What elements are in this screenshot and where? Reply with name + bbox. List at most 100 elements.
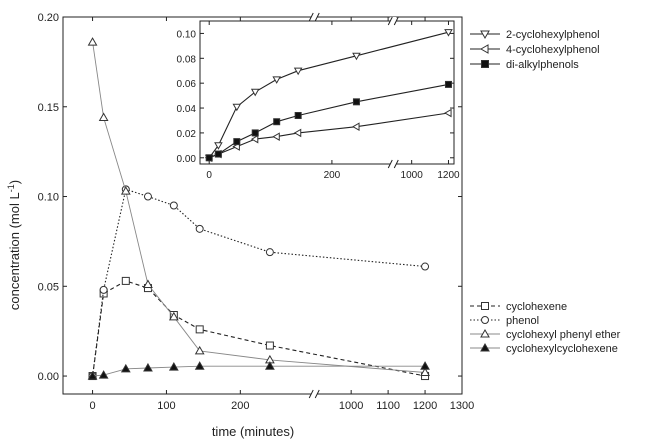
main-series-line [92, 280, 426, 377]
main-legend-swatch-marker [480, 328, 490, 338]
inset-data-point [293, 128, 302, 138]
main-data-point [120, 186, 131, 195]
main-series-2 [87, 37, 430, 376]
main-data-point [195, 224, 204, 233]
main-break-mark [308, 389, 314, 399]
main-y-tick-label: 0.00 [38, 371, 59, 383]
inset-break-mark [393, 159, 399, 169]
main-data-point [143, 192, 152, 201]
inset-data-point [214, 150, 222, 158]
inset-series-line [208, 83, 449, 159]
main-data-point [168, 311, 179, 321]
inset-data-point [250, 134, 259, 144]
y-axis-label-superscript: -1 [6, 184, 16, 192]
main-x-tick-label: 1100 [376, 400, 400, 412]
main-legend-swatch-marker [481, 302, 489, 310]
main-data-point [120, 363, 131, 373]
y-axis-label: concentration (mol L-1) [6, 180, 22, 310]
main-data-point [420, 361, 430, 370]
main-x-tick-label: 200 [231, 400, 249, 412]
main-data-point [143, 279, 153, 289]
inset-legend-label: 4-cyclohexylphenol [506, 44, 600, 56]
main-break-mark [314, 12, 320, 22]
inset-y-tick-label: 0.10 [177, 29, 197, 40]
main-data-point [265, 361, 275, 370]
main-data-point [168, 362, 179, 371]
inset-legend-swatch-marker [480, 30, 490, 40]
main-data-point [121, 276, 130, 285]
main-series-line [92, 188, 426, 377]
main-data-point [195, 325, 204, 334]
inset-legend: 2-cyclohexylphenol 4-cyclohexylphenol di-a… [470, 29, 600, 71]
inset-data-point [351, 122, 360, 132]
inset-x-tick-label: 200 [324, 170, 341, 181]
y-axis-label-close: ) [7, 180, 22, 184]
main-legend-label: phenol [506, 315, 539, 327]
main-legend: cyclohexene phenol cyclohexyl phenyl ether… [470, 301, 621, 355]
main-legend-label: cyclohexylcyclohexene [506, 343, 618, 355]
inset-data-point [273, 118, 281, 126]
inset-legend-item: 2-cyclohexylphenol [470, 29, 600, 41]
main-legend-label: cyclohexyl phenyl ether [506, 329, 621, 341]
inset-break-mark [393, 16, 399, 26]
main-legend-item: phenol [470, 315, 539, 327]
main-legend-item: cyclohexyl phenyl ether [470, 328, 621, 341]
main-legend-swatch-marker [480, 342, 490, 352]
inset-legend-item: di-alkylphenols [470, 59, 579, 71]
inset-series-line [208, 112, 449, 159]
inset-data-point [293, 67, 303, 76]
inset-legend-label: di-alkylphenols [506, 59, 579, 71]
inset-data-point [214, 142, 223, 150]
main-x-tick-label: 1300 [450, 400, 474, 412]
inset-data-point [294, 112, 302, 120]
main-data-point [99, 285, 108, 294]
main-data-point [98, 112, 109, 122]
inset-frame [199, 20, 455, 165]
main-legend-item: cyclohexylcyclohexene [470, 342, 618, 355]
inset-break-mark [387, 16, 393, 26]
main-data-point [194, 345, 205, 355]
inset-legend-label: 2-cyclohexylphenol [506, 29, 600, 41]
inset-break-gap-bottom [390, 160, 397, 168]
main-x-tick-label: 1000 [339, 400, 363, 412]
main-x-tick-label: 0 [89, 400, 95, 412]
main-data-point [87, 37, 98, 46]
inset-data-point [205, 154, 213, 162]
inset-series-0 [204, 29, 453, 163]
main-data-point [143, 362, 153, 372]
inset-series-2 [205, 80, 452, 162]
inset-data-point [352, 52, 361, 61]
main-y-tick-label: 0.05 [38, 281, 59, 293]
inset-series-1 [204, 108, 452, 163]
main-y-tick-label: 0.20 [38, 12, 59, 24]
main-break-gap-bottom [311, 390, 318, 398]
main-series-0 [88, 276, 430, 381]
inset-legend-swatch-marker [481, 60, 489, 68]
inset-data-point [444, 80, 452, 88]
x-axis-label: time (minutes) [212, 424, 294, 439]
main-data-point [169, 201, 178, 210]
inset-y-tick-label: 0.04 [177, 104, 197, 115]
inset-y-tick-label: 0.00 [177, 154, 197, 165]
inset-legend-item: 4-cyclohexylphenol [470, 44, 600, 56]
main-data-point [98, 370, 109, 379]
main-data-point [194, 361, 205, 370]
main-x-tick-label: 100 [157, 400, 175, 412]
inset-data-point [251, 129, 259, 137]
inset-break-mark [387, 159, 393, 169]
inset-data-point [272, 76, 282, 84]
main-y-tick-label: 0.10 [38, 192, 59, 204]
main-series-line [92, 365, 426, 377]
inset-x-tick-label: 1000 [401, 170, 424, 181]
inset-data-point [232, 103, 242, 112]
inset-x-tick-label: 0 [206, 170, 212, 181]
main-data-point [265, 341, 274, 350]
inset-data-point [272, 132, 280, 141]
main-legend-label: cyclohexene [506, 301, 567, 313]
main-frame [62, 16, 463, 395]
inset-plot: 0.00 0.02 0.04 0.06 0.08 0.10 0 200 1000 1200 [177, 16, 460, 181]
inset-data-point [233, 138, 241, 146]
inset-legend-swatch-marker [479, 44, 489, 54]
main-break-mark [314, 389, 320, 399]
